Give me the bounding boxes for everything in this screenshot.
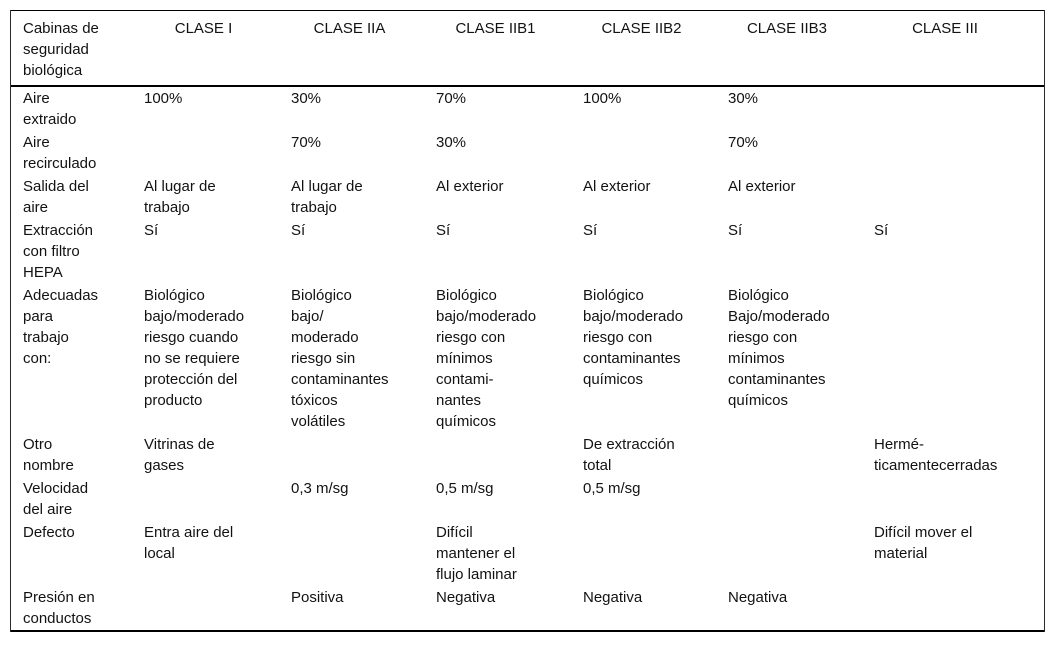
table-cell: 100% <box>144 90 183 107</box>
table-cell: Sí <box>436 222 451 239</box>
table-cell <box>144 477 291 521</box>
row-label: Adecuadas para trabajo con: <box>23 287 99 367</box>
table-cell <box>144 131 291 175</box>
table-cell: Negativa <box>583 586 728 632</box>
table-cell: Positiva <box>291 586 436 632</box>
column-header-clase-iia: CLASE IIA <box>291 10 436 87</box>
column-header-clase-i: CLASE I <box>144 10 291 87</box>
table-cell <box>436 433 583 477</box>
table-header: Cabinas de seguridad biológica CLASE I C… <box>11 10 1044 87</box>
table-cell <box>583 131 728 175</box>
table-row-aire-recirculado: Aire recirculado 70% 30% 70% <box>11 131 1044 175</box>
table-cell <box>728 477 874 521</box>
table-cell: Entra aire del local <box>144 524 234 562</box>
table-cell: Vitrinas de gases <box>144 436 215 474</box>
table-body: Aire extraido 100% 30% 70% 100% 30% Aire… <box>11 86 1044 632</box>
table-cell <box>874 131 1044 175</box>
column-header-clase-iib2: CLASE IIB2 <box>583 10 728 87</box>
table-row-otro-nombre: Otro nombre Vitrinas de gases De extracc… <box>11 433 1044 477</box>
table-cell: Sí <box>144 222 159 239</box>
column-header-clase-iib3: CLASE IIB3 <box>728 10 874 87</box>
biosafety-cabinets-table: Cabinas de seguridad biológica CLASE I C… <box>11 10 1044 632</box>
row-label: Defecto <box>23 524 75 541</box>
table-cell: 0,5 m/sg <box>583 480 641 497</box>
table-cell: Sí <box>728 222 743 239</box>
table-row-presion-en-conductos: Presión en conductos Positiva Negativa N… <box>11 586 1044 632</box>
table-cell <box>874 586 1044 632</box>
table-cell: Negativa <box>728 586 874 632</box>
column-header-clase-iii: CLASE III <box>874 10 1044 87</box>
table-cell <box>874 86 1044 131</box>
table-cell: Difícil mover el material <box>874 524 973 562</box>
table-cell: 0,3 m/sg <box>291 480 349 497</box>
table-cell <box>291 521 436 586</box>
table-cell: Al exterior <box>728 178 796 195</box>
table-cell: Al exterior <box>436 178 504 195</box>
table-cell: Sí <box>291 222 306 239</box>
table-frame: Cabinas de seguridad biológica CLASE I C… <box>10 10 1045 632</box>
table-cell: Biológico Bajo/moderado riesgo con mínim… <box>728 287 830 409</box>
row-label: Salida del aire <box>23 178 89 216</box>
table-cell: Sí <box>874 222 889 239</box>
table-row-adecuadas-para-trabajo: Adecuadas para trabajo con: Biológico ba… <box>11 284 1044 433</box>
table-cell: Difícil mantener el flujo laminar <box>436 524 517 583</box>
table-cell: 70% <box>291 134 322 151</box>
table-cell: 30% <box>291 90 322 107</box>
table-cell: 70% <box>728 134 759 151</box>
table-cell: Biológico bajo/moderado riesgo con mínim… <box>436 287 537 430</box>
table-cell: De extracción total <box>583 436 675 474</box>
table-cell <box>874 284 1044 433</box>
table-cell: Biológico bajo/moderado riesgo con conta… <box>583 287 684 388</box>
table-cell: Hermé- ticamentecerradas <box>874 436 998 474</box>
row-label: Otro nombre <box>23 436 74 474</box>
table-cell: Biológico bajo/moderado riesgo cuando no… <box>144 287 245 409</box>
table-row-salida-del-aire: Salida del aire Al lugar de trabajo Al l… <box>11 175 1044 219</box>
table-cell <box>144 586 291 632</box>
row-label: Aire extraido <box>23 90 77 128</box>
table-cell <box>583 521 728 586</box>
table-row-extraccion-filtro-hepa: Extracción con filtro HEPA Sí Sí Sí Sí S… <box>11 219 1044 284</box>
row-label: Velocidad del aire <box>23 480 89 518</box>
table-cell <box>874 175 1044 219</box>
column-header-clase-iib1: CLASE IIB1 <box>436 10 583 87</box>
table-cell: 30% <box>436 134 467 151</box>
table-cell: Al lugar de trabajo <box>144 178 216 216</box>
table-cell <box>728 521 874 586</box>
header-row: Cabinas de seguridad biológica CLASE I C… <box>11 10 1044 87</box>
table-cell: 30% <box>728 90 759 107</box>
table-cell: Sí <box>583 222 598 239</box>
table-cell <box>291 433 436 477</box>
table-row-aire-extraido: Aire extraido 100% 30% 70% 100% 30% <box>11 86 1044 131</box>
table-cell: 0,5 m/sg <box>436 480 494 497</box>
table-row-velocidad-del-aire: Velocidad del aire 0,3 m/sg 0,5 m/sg 0,5… <box>11 477 1044 521</box>
row-label: Extracción con filtro HEPA <box>23 222 94 281</box>
table-cell: 100% <box>583 90 622 107</box>
table-cell: Al lugar de trabajo <box>291 178 363 216</box>
table-cell: 70% <box>436 90 467 107</box>
table-cell: Biológico bajo/ moderado riesgo sin cont… <box>291 287 389 430</box>
table-cell: Negativa <box>436 586 583 632</box>
table-cell <box>874 477 1044 521</box>
table-row-defecto: Defecto Entra aire del local Difícil man… <box>11 521 1044 586</box>
table-cell: Al exterior <box>583 178 651 195</box>
table-cell <box>728 433 874 477</box>
row-label: Aire recirculado <box>23 134 97 172</box>
corner-header: Cabinas de seguridad biológica <box>11 10 144 87</box>
row-label: Presión en conductos <box>11 586 144 632</box>
